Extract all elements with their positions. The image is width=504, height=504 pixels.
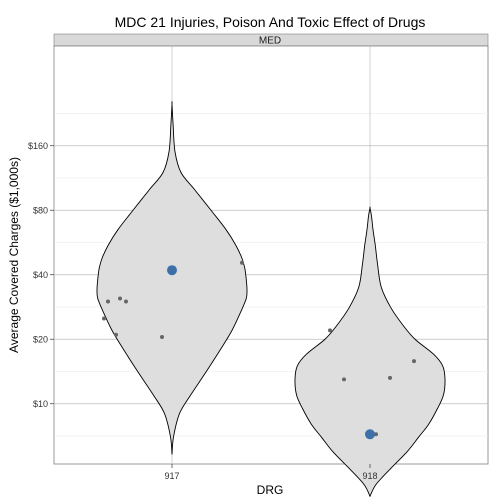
data-point-918-3 — [388, 375, 392, 380]
y-tick-label: $10 — [33, 399, 48, 409]
data-point-918-2 — [374, 432, 378, 437]
mean-points — [167, 265, 375, 440]
x-axis-label: DRG — [257, 483, 284, 497]
mean-point-917 — [167, 265, 177, 276]
data-point-917-6 — [240, 260, 244, 265]
y-tick-label: $160 — [28, 141, 48, 151]
data-point-918-0 — [328, 328, 332, 333]
y-tick-label: $80 — [33, 205, 48, 215]
violin-918 — [294, 206, 446, 498]
facet-label: MED — [259, 36, 281, 47]
y-axis-ticks: $10 $20 $40 $80 $160 — [28, 141, 54, 409]
chart-title: MDC 21 Injuries, Poison And Toxic Effect… — [115, 14, 426, 30]
data-point-918-1 — [342, 377, 346, 382]
y-tick-label: $20 — [33, 334, 48, 344]
y-tick-label: $40 — [33, 270, 48, 280]
violins — [96, 101, 446, 498]
x-axis-ticks: 917 918 — [164, 464, 378, 481]
x-tick-label: 917 — [164, 471, 179, 481]
data-points — [102, 260, 416, 437]
data-point-917-2 — [114, 332, 118, 337]
data-point-917-1 — [106, 299, 110, 304]
data-point-917-5 — [160, 334, 164, 339]
data-point-917-0 — [102, 316, 106, 321]
data-point-917-3 — [118, 296, 122, 301]
violin-917 — [96, 101, 248, 455]
y-axis-label: Average Covered Charges ($1,000s) — [7, 157, 21, 353]
data-point-917-4 — [124, 299, 128, 304]
mean-point-918 — [365, 429, 375, 440]
x-tick-label: 918 — [362, 471, 377, 481]
data-point-918-4 — [412, 359, 416, 364]
